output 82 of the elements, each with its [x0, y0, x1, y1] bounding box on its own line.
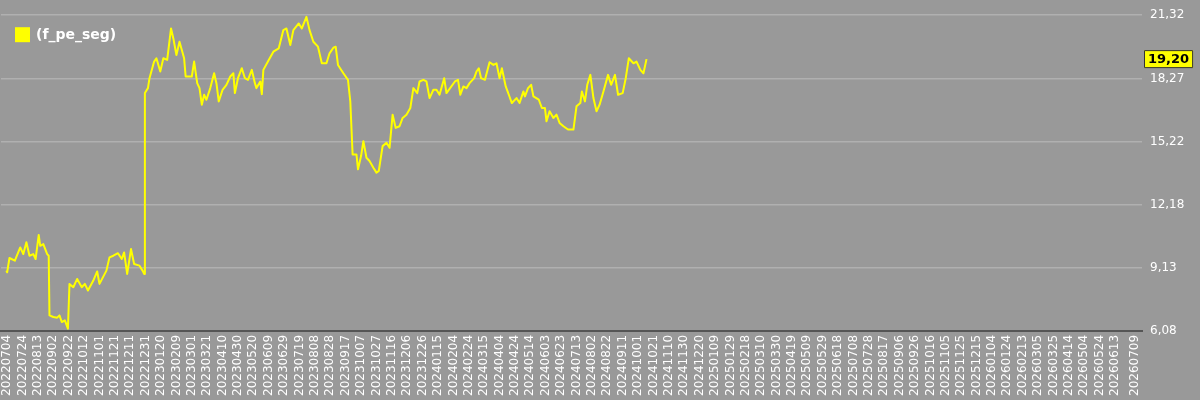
x-tick-label: 20230321	[199, 334, 214, 396]
text: 19,20	[1148, 51, 1190, 67]
x-tick-label: 20260613	[1107, 334, 1122, 396]
x-tick-label: 20230609	[260, 334, 275, 396]
y-tick-label: 18,27	[1150, 70, 1185, 85]
x-tick-label: 20221121	[106, 334, 121, 396]
x-tick-label: 20220724	[14, 334, 29, 396]
x-tick-label: 20230301	[183, 334, 198, 396]
y-tick-label: 9,13	[1150, 259, 1177, 274]
x-tick-label: 20250529	[814, 334, 829, 396]
x-tick-label: 20230410	[214, 334, 229, 396]
x-tick-label: 20250109	[707, 334, 722, 396]
x-tick-label: 20221211	[122, 334, 137, 396]
x-tick-label: 20221101	[91, 334, 106, 396]
x-tick-label: 20240822	[599, 334, 614, 396]
x-tick-label: 20221231	[137, 334, 152, 396]
y-tick-label: 6,08	[1150, 323, 1177, 338]
x-tick-label: 20240911	[614, 334, 629, 396]
x-tick-label: 20240315	[476, 334, 491, 396]
x-tick-label: 20231027	[368, 334, 383, 396]
x-tick-label: 20241220	[691, 334, 706, 396]
x-tick-label: 20230808	[307, 334, 322, 396]
x-tick-label: 20260709	[1127, 334, 1142, 396]
x-tick-label: 20250708	[845, 334, 860, 396]
x-tick-label: 20240514	[522, 334, 537, 396]
x-tick-label: 20230629	[276, 334, 291, 396]
x-tick-label: 20220704	[0, 334, 14, 396]
x-tick-label: 20260305	[1030, 334, 1045, 396]
x-tick-label: 20240115	[430, 334, 445, 396]
x-tick-label: 20230120	[153, 334, 168, 396]
x-tick-label: 20250728	[860, 334, 875, 396]
x-tick-label: 20231226	[414, 334, 429, 396]
x-tick-label: 20240603	[537, 334, 552, 396]
x-tick-label: 20260524	[1091, 334, 1106, 396]
x-tick-label: 20250509	[799, 334, 814, 396]
x-tick-label: 20240424	[507, 334, 522, 396]
x-tick-label: 20241001	[630, 334, 645, 396]
x-tick-label: 20220922	[60, 334, 75, 396]
x-tick-label: 20230828	[322, 334, 337, 396]
x-tick-label: 20230719	[291, 334, 306, 396]
x-tick-label: 20230917	[337, 334, 352, 396]
x-tick-label: 20250926	[907, 334, 922, 396]
x-tick-label: 20260213	[1014, 334, 1029, 396]
legend-label: (f_pe_seg)	[36, 25, 117, 43]
x-tick-label: 20250310	[753, 334, 768, 396]
x-tick-label: 20250419	[784, 334, 799, 396]
y-tick-label: 15,22	[1150, 133, 1185, 148]
x-tick-label: 20240713	[568, 334, 583, 396]
x-tick-label: 20240204	[445, 334, 460, 396]
x-tick-label: 20260104	[984, 334, 999, 396]
x-tick-label: 20260325	[1045, 334, 1060, 396]
x-tick-label: 20231206	[399, 334, 414, 396]
x-tick-label: 20230430	[230, 334, 245, 396]
x-tick-label: 20250906	[891, 334, 906, 396]
x-tick-label: 20251016	[922, 334, 937, 396]
x-tick-label: 20260124	[999, 334, 1014, 396]
x-tick-label: 20251105	[937, 334, 952, 396]
x-tick-label: 20241021	[645, 334, 660, 396]
x-tick-label: 20231116	[383, 334, 398, 396]
x-tick-label: 20240802	[584, 334, 599, 396]
y-tick-label: 21,32	[1150, 7, 1185, 22]
x-tick-label: 20250129	[722, 334, 737, 396]
x-tick-label: 20250218	[737, 334, 752, 396]
x-tick-label: 20241110	[660, 334, 675, 396]
y-tick-label: 12,18	[1150, 196, 1185, 211]
x-tick-label: 20230209	[168, 334, 183, 396]
x-tick-label: 20260504	[1076, 334, 1091, 396]
x-tick-label: 20250817	[876, 334, 891, 396]
x-tick-label: 20250618	[830, 334, 845, 396]
x-tick-label: 20240224	[460, 334, 475, 396]
x-tick-label: 20220902	[45, 334, 60, 396]
x-tick-label: 20260414	[1061, 334, 1076, 396]
x-tick-label: 20240623	[553, 334, 568, 396]
x-tick-label: 20220813	[30, 334, 45, 396]
x-tick-label: 20230520	[245, 334, 260, 396]
x-tick-label: 20250330	[768, 334, 783, 396]
x-tick-label: 20251215	[968, 334, 983, 396]
x-tick-label: 20240404	[491, 334, 506, 396]
x-tick-label: 20251125	[953, 334, 968, 396]
x-tick-label: 20231007	[353, 334, 368, 396]
x-tick-label: 20221012	[76, 334, 91, 396]
x-tick-label: 20241130	[676, 334, 691, 396]
